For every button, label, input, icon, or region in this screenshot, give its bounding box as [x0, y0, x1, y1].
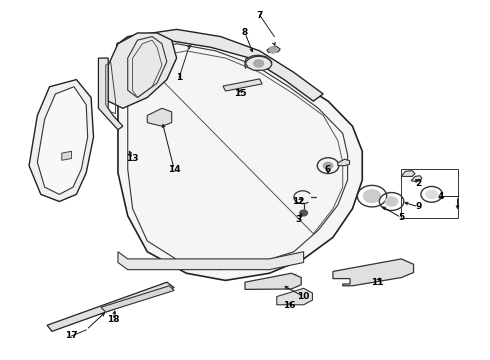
Text: 9: 9 — [415, 202, 421, 211]
Polygon shape — [147, 108, 172, 126]
Polygon shape — [245, 55, 272, 70]
Circle shape — [385, 197, 398, 206]
Text: 15: 15 — [234, 89, 246, 98]
Circle shape — [363, 190, 381, 203]
Polygon shape — [98, 58, 123, 130]
Polygon shape — [108, 33, 176, 108]
Polygon shape — [37, 87, 88, 194]
Text: 18: 18 — [107, 315, 120, 324]
Bar — [401, 169, 458, 218]
Text: 10: 10 — [297, 292, 310, 301]
Text: 4: 4 — [437, 192, 443, 201]
Circle shape — [254, 60, 264, 67]
Polygon shape — [101, 286, 174, 312]
Polygon shape — [245, 273, 301, 289]
Polygon shape — [401, 171, 415, 176]
Text: 5: 5 — [398, 213, 404, 222]
Polygon shape — [29, 80, 94, 202]
Text: 14: 14 — [168, 165, 180, 174]
Polygon shape — [118, 37, 362, 280]
Text: 17: 17 — [65, 332, 78, 341]
Polygon shape — [338, 159, 349, 166]
Text: 1: 1 — [176, 73, 182, 82]
Polygon shape — [277, 288, 313, 305]
Text: 16: 16 — [283, 301, 295, 310]
Polygon shape — [118, 252, 304, 270]
Text: 6: 6 — [325, 165, 331, 174]
Polygon shape — [118, 30, 323, 101]
Text: 7: 7 — [256, 10, 263, 19]
Circle shape — [323, 162, 333, 169]
Text: 3: 3 — [295, 215, 302, 224]
Polygon shape — [223, 79, 262, 91]
Text: 13: 13 — [126, 154, 139, 163]
Text: 12: 12 — [293, 197, 305, 206]
Circle shape — [270, 47, 277, 53]
Circle shape — [300, 210, 308, 216]
Polygon shape — [267, 46, 280, 53]
Text: 8: 8 — [242, 28, 248, 37]
Polygon shape — [47, 282, 174, 331]
Circle shape — [426, 190, 438, 199]
Text: 11: 11 — [370, 278, 383, 287]
Polygon shape — [411, 176, 422, 181]
Polygon shape — [333, 259, 414, 286]
Polygon shape — [62, 151, 72, 160]
Text: 2: 2 — [416, 179, 421, 188]
